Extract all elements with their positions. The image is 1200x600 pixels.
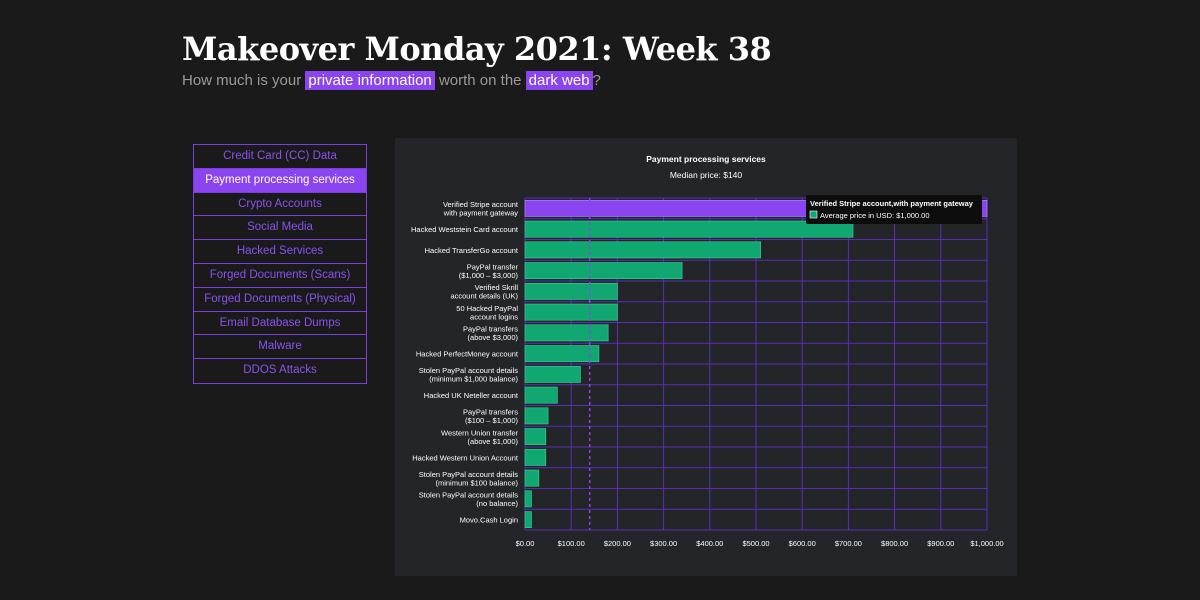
y-label-0-0: Verified Stripe account [443,200,519,209]
y-label-9-0: Hacked UK Neteller account [424,391,519,400]
y-label-4-1: account details (UK) [450,292,518,301]
y-label-10-1: ($100 – $1,000) [465,416,518,425]
y-label-7-0: Hacked PerfectMoney account [416,350,519,359]
x-tick-label-5: $500.00 [742,539,769,548]
bar-1 [524,220,854,238]
bar-15 [524,511,532,529]
y-label-14-0: Stolen PayPal account details [419,491,518,500]
menu-item-email-database-dumps[interactable]: Email Database Dumps [194,312,366,336]
bar-2 [524,241,761,259]
menu-item-payment-processing-services[interactable]: Payment processing services [194,168,366,193]
chart-panel: Payment processing services Median price… [395,138,1017,576]
tooltip-title: Verified Stripe account,with payment gat… [810,199,974,208]
tooltip-swatch [809,210,818,219]
menu-item-hacked-services[interactable]: Hacked Services [194,240,366,264]
subtitle-text-end: ? [592,72,601,89]
chart-subtitle: Median price: $140 [670,170,743,180]
bar-8 [524,365,581,383]
bar-11 [524,428,547,446]
menu-item-forged-documents-scans[interactable]: Forged Documents (Scans) [194,264,366,288]
page-subtitle: How much is your private information wor… [182,71,601,90]
x-tick-label-3: $300.00 [650,539,677,548]
menu-item-forged-documents-physical[interactable]: Forged Documents (Physical) [194,288,366,312]
bar-14 [524,490,532,508]
subtitle-text-start: How much is your [182,72,306,89]
x-tick-label-2: $200.00 [604,539,631,548]
x-tick-label-10: $1,000.00 [970,539,1003,548]
chart-title: Payment processing services [646,154,766,164]
x-tick-label-6: $600.00 [789,539,816,548]
y-label-2-0: Hacked TransferGo account [425,246,519,255]
bar-7 [524,345,600,363]
bar-4 [524,282,618,300]
bar-6 [524,324,609,342]
y-label-13-1: (minimum $100 balance) [435,478,518,487]
bar-13 [524,469,540,487]
highlight-private-information: private information [305,71,435,90]
y-label-14-1: (no balance) [476,499,518,508]
tooltip-box [806,195,982,224]
tooltip-label: Average price in USD: $1,000.00 [820,211,930,220]
y-label-3-0: PayPal transfer [467,262,519,271]
category-menu: Credit Card (CC) Data Payment processing… [193,144,367,384]
subtitle-text-middle: worth on the [434,72,526,89]
x-tick-label-8: $800.00 [881,539,908,548]
y-label-13-0: Stolen PayPal account details [419,470,518,479]
menu-item-credit-card-data[interactable]: Credit Card (CC) Data [194,145,366,169]
bar-9 [524,386,558,404]
y-label-8-1: (minimum $1,000 balance) [429,375,518,384]
y-label-10-0: PayPal transfers [463,408,518,417]
bar-5 [524,303,618,321]
y-label-11-1: (above $1,000) [468,437,519,446]
y-label-5-1: account logins [470,312,518,321]
y-label-0-1: with payment gateway [443,209,518,218]
x-tick-label-1: $100.00 [558,539,585,548]
bar-12 [524,448,547,466]
x-tick-label-4: $400.00 [696,539,723,548]
tooltip: Verified Stripe account,with payment gat… [806,195,982,224]
y-label-8-0: Stolen PayPal account details [419,366,518,375]
x-tick-label-7: $700.00 [835,539,862,548]
y-label-4-0: Verified Skrill [475,283,519,292]
x-tick-label-0: $0.00 [516,539,535,548]
bar-10 [524,407,549,425]
x-axis-labels: $0.00 $100.00 $200.00 $300.00 $400.00 $500.00… [516,539,1004,548]
y-label-15-0: Movo.Cash Login [460,516,518,525]
y-label-12-0: Hacked Western Union Account [412,453,519,462]
menu-item-social-media[interactable]: Social Media [194,216,366,241]
y-label-5-0: 50 Hacked PayPal [456,304,518,313]
y-label-1-0: Hacked Weststein Card account [411,225,519,234]
y-label-11-0: Western Union transfer [441,428,518,437]
menu-item-malware[interactable]: Malware [194,335,366,360]
bar-chart: Payment processing services Median price… [411,154,1004,548]
page-title: Makeover Monday 2021: Week 38 [182,30,772,68]
y-label-6-1: (above $3,000) [468,333,519,342]
x-tick-label-9: $900.00 [927,539,954,548]
highlight-dark-web: dark web [525,71,593,90]
menu-item-ddos-attacks[interactable]: DDOS Attacks [243,364,317,377]
y-label-3-1: ($1,000 – $3,000) [459,271,519,280]
y-label-6-0: PayPal transfers [463,325,518,334]
menu-item-crypto-accounts[interactable]: Crypto Accounts [194,193,366,217]
bar-3 [524,262,683,280]
